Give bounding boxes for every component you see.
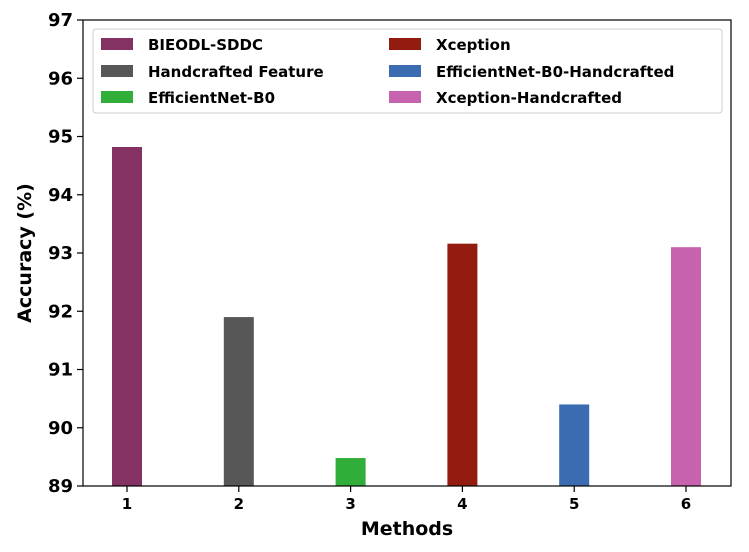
x-tick-label: 4 bbox=[457, 495, 467, 513]
x-axis-label: Methods bbox=[361, 518, 453, 540]
x-tick-label: 1 bbox=[122, 495, 132, 513]
bar-3 bbox=[335, 458, 366, 486]
y-axis-ticks: 89 90 91 92 93 94 95 96 97 bbox=[48, 10, 83, 497]
bar-4 bbox=[447, 243, 478, 486]
legend-swatch bbox=[389, 91, 421, 103]
x-tick-label: 3 bbox=[345, 495, 355, 513]
plot-frame bbox=[82, 19, 732, 487]
y-tick-label: 92 bbox=[48, 301, 73, 322]
y-axis-label: Accuracy (%) bbox=[14, 183, 36, 323]
y-tick-label: 94 bbox=[48, 185, 73, 206]
legend-swatch bbox=[389, 38, 421, 50]
bars-group bbox=[112, 146, 701, 487]
legend: BIEODL-SDDC Handcrafted Feature EfficientN… bbox=[92, 28, 723, 114]
bar-6 bbox=[671, 247, 701, 486]
x-tick-label: 2 bbox=[234, 495, 244, 513]
legend-swatch bbox=[389, 65, 421, 77]
legend-label: EfficientNet-B0 bbox=[148, 89, 275, 107]
y-tick-label: 89 bbox=[48, 476, 73, 497]
legend-label: Xception-Handcrafted bbox=[436, 89, 622, 107]
x-tick-label: 5 bbox=[569, 495, 579, 513]
bar-1 bbox=[112, 146, 142, 487]
y-tick-label: 95 bbox=[48, 127, 73, 148]
y-tick-label: 97 bbox=[48, 10, 73, 31]
x-axis-ticks: 1 2 3 4 5 6 bbox=[122, 486, 691, 513]
legend-swatch bbox=[101, 91, 133, 103]
x-tick-label: 6 bbox=[681, 495, 691, 513]
y-tick-label: 91 bbox=[48, 360, 73, 381]
legend-swatch bbox=[101, 38, 133, 50]
legend-swatch bbox=[101, 65, 133, 77]
bar-5 bbox=[559, 404, 590, 486]
bar-2 bbox=[223, 317, 254, 486]
y-tick-label: 90 bbox=[48, 418, 73, 439]
y-tick-label: 96 bbox=[48, 68, 73, 89]
legend-label: Handcrafted Feature bbox=[148, 63, 324, 81]
y-tick-label: 93 bbox=[48, 243, 73, 264]
legend-label: EfficientNet-B0-Handcrafted bbox=[436, 63, 674, 81]
legend-label: Xception bbox=[436, 36, 511, 54]
legend-label: BIEODL-SDDC bbox=[148, 36, 263, 54]
